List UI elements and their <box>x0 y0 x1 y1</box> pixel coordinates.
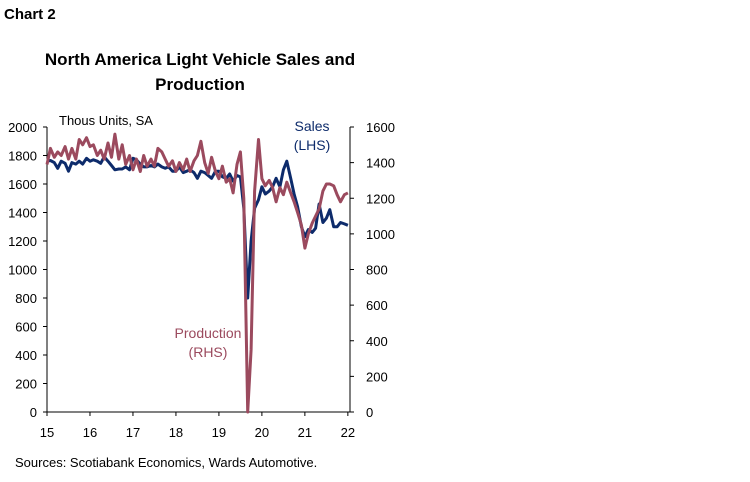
chart-title-line-2: Production <box>155 75 245 94</box>
chart-number-label: Chart 2 <box>4 6 56 23</box>
x-tick-label: 18 <box>169 425 183 440</box>
sales-series-label: Sales <box>294 118 329 134</box>
right-tick-label: 400 <box>366 334 388 349</box>
x-tick-label: 15 <box>40 425 54 440</box>
source-note: Sources: Scotiabank Economics, Wards Aut… <box>15 455 318 470</box>
left-tick-label: 1400 <box>8 206 37 221</box>
right-tick-label: 200 <box>366 369 388 384</box>
left-tick-label: 200 <box>15 377 37 392</box>
x-tick-label: 19 <box>212 425 226 440</box>
right-tick-label: 0 <box>366 405 373 420</box>
x-tick-label: 22 <box>341 425 355 440</box>
right-tick-label: 1200 <box>366 191 395 206</box>
x-tick-label: 21 <box>298 425 312 440</box>
x-tick-label: 17 <box>126 425 140 440</box>
x-tick-label: 20 <box>255 425 269 440</box>
x-tick-label: 16 <box>83 425 97 440</box>
left-tick-label: 1000 <box>8 263 37 278</box>
right-tick-label: 1600 <box>366 120 395 135</box>
left-tick-label: 400 <box>15 348 37 363</box>
left-tick-label: 600 <box>15 320 37 335</box>
production-series-label-axis: (RHS) <box>189 344 228 360</box>
production-series-label: Production <box>175 325 242 341</box>
left-tick-label: 800 <box>15 291 37 306</box>
right-tick-label: 800 <box>366 263 388 278</box>
left-tick-label: 1600 <box>8 177 37 192</box>
right-tick-label: 600 <box>366 298 388 313</box>
left-tick-label: 2000 <box>8 120 37 135</box>
left-tick-label: 1200 <box>8 234 37 249</box>
units-label: Thous Units, SA <box>59 113 153 128</box>
right-tick-label: 1400 <box>366 156 395 171</box>
sales-series-label-axis: (LHS) <box>294 137 331 153</box>
left-tick-label: 0 <box>30 405 37 420</box>
left-tick-label: 1800 <box>8 149 37 164</box>
right-tick-label: 1000 <box>366 227 395 242</box>
chart-title-line-1: North America Light Vehicle Sales and <box>44 50 356 69</box>
sales-series-line <box>46 155 349 300</box>
production-series-line <box>45 132 349 414</box>
